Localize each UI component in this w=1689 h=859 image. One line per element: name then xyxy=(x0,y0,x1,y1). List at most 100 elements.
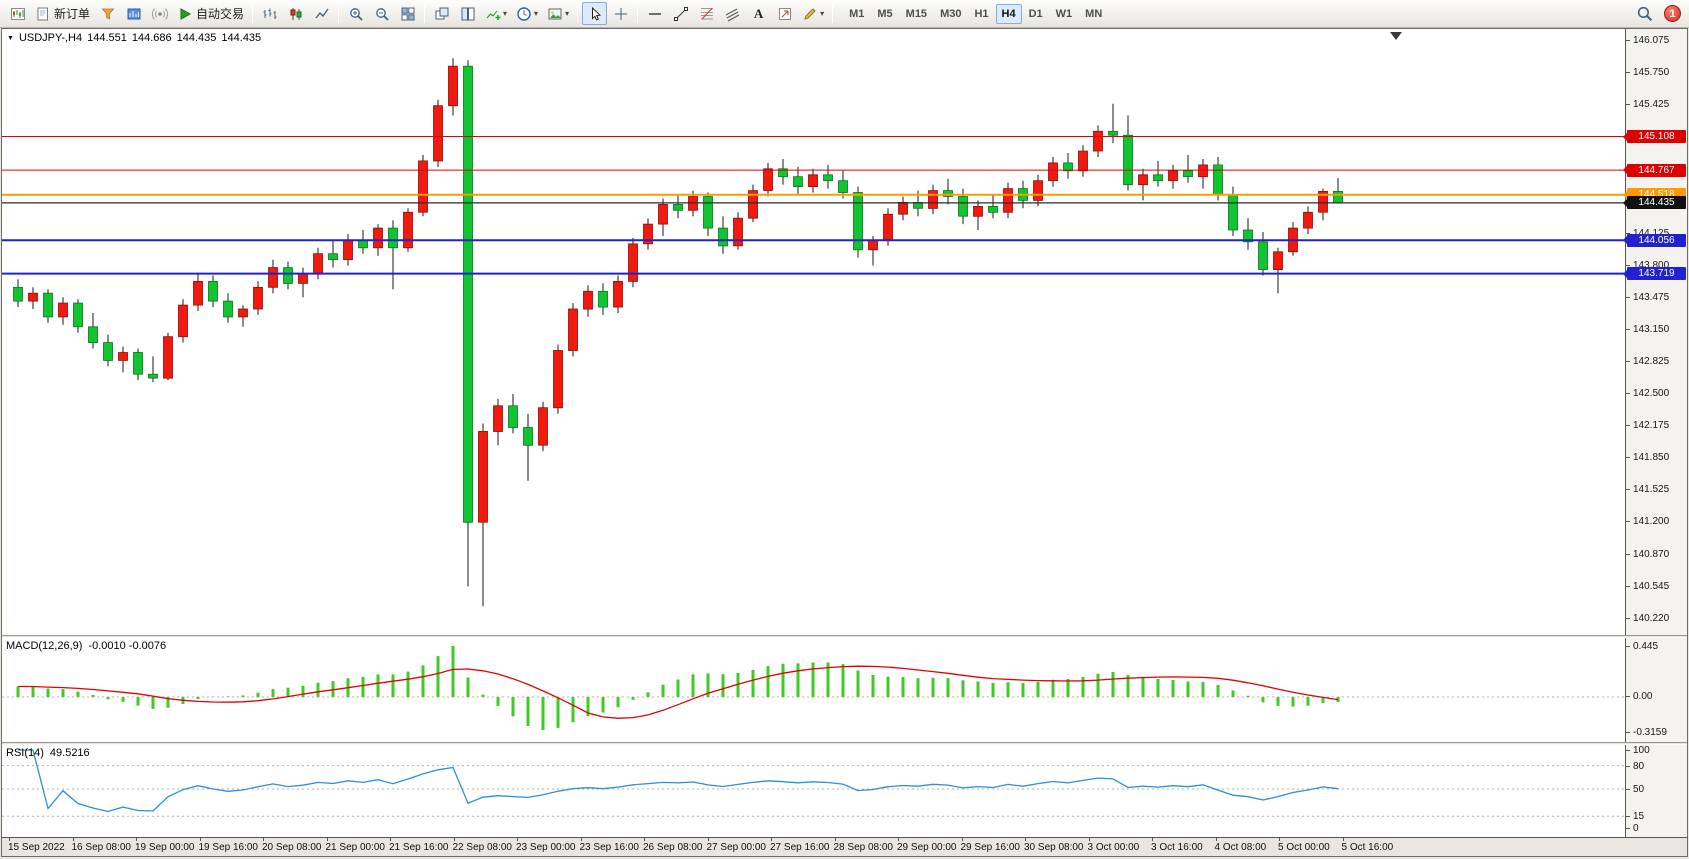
timeframe-m5[interactable]: M5 xyxy=(877,7,893,20)
time-tick xyxy=(834,838,836,841)
candle xyxy=(973,205,983,217)
zoom-out-button[interactable] xyxy=(369,2,394,25)
candle xyxy=(853,192,863,251)
trendline-tool-button[interactable] xyxy=(668,2,693,25)
zoom-in-button[interactable] xyxy=(343,2,368,25)
time-label: 20 Sep 08:00 xyxy=(262,842,322,853)
cascade-windows-button[interactable] xyxy=(429,2,454,25)
dropdown-caret-icon: ▾ xyxy=(534,8,539,18)
templates-button[interactable]: ▾ xyxy=(543,2,573,25)
price-tick: 143.150 xyxy=(1625,323,1670,335)
tile-vertical-button[interactable] xyxy=(455,2,480,25)
candle xyxy=(1033,180,1043,201)
candle xyxy=(88,326,98,343)
timeframe-w1[interactable]: W1 xyxy=(1055,7,1073,20)
panel-divider[interactable] xyxy=(2,742,1687,745)
shapes-tool-button[interactable]: ▾ xyxy=(798,2,828,25)
price-badge: 143.719 xyxy=(1623,267,1686,281)
time-label: 28 Sep 08:00 xyxy=(833,842,894,853)
candle xyxy=(283,267,293,284)
bar-chart-icon xyxy=(263,8,277,19)
candle xyxy=(1303,211,1313,229)
candle xyxy=(1123,134,1133,186)
candle xyxy=(178,304,188,338)
time-label: 26 Sep 08:00 xyxy=(643,842,703,853)
price-chart-panel[interactable]: 146.075 145.750 145.425 144.125 143.800 143.4… xyxy=(2,29,1687,635)
candle xyxy=(988,205,998,213)
candle xyxy=(388,227,398,249)
macd-axis-label: -0.3159 xyxy=(1626,727,1667,738)
time-tick xyxy=(72,838,74,841)
timeframe-m15[interactable]: M15 xyxy=(905,7,928,20)
toolbar-separator xyxy=(424,4,426,23)
candle xyxy=(793,176,803,187)
candle xyxy=(703,196,713,229)
channel-tool-button[interactable] xyxy=(720,2,745,25)
time-label: 27 Sep 16:00 xyxy=(770,842,830,853)
auto-trading-button[interactable]: 自动交易 xyxy=(173,2,248,25)
candlestick-chart-button[interactable] xyxy=(283,2,308,25)
candle xyxy=(1333,190,1343,204)
profiles-button[interactable] xyxy=(121,2,146,25)
crosshair-tool-button[interactable] xyxy=(608,2,633,25)
timeframe-d1[interactable]: D1 xyxy=(1028,7,1043,20)
price-tick: 144.125 xyxy=(1625,228,1669,239)
candle xyxy=(508,405,518,428)
arrows-tool-button[interactable] xyxy=(772,2,797,25)
macd-panel[interactable]: 0.445 0.00 -0.3159 MACD(12,26,9) -0.0010 -… xyxy=(2,638,1687,742)
rsi-panel[interactable]: 100 80 50 15 0 RSI(14) 49.5216 xyxy=(2,745,1687,837)
candle xyxy=(208,280,218,302)
candle xyxy=(718,227,728,247)
time-axis[interactable]: 15 Sep 2022 16 Sep 08:00 19 Sep 00:00 19 Se… xyxy=(2,837,1687,856)
text-tool-label: A xyxy=(753,5,764,21)
new-order-button[interactable]: 新订单 xyxy=(31,2,94,25)
candle xyxy=(403,211,413,249)
macd-label: MACD(12,26,9) -0.0010 -0.0076 xyxy=(6,640,166,652)
candle xyxy=(373,227,383,249)
line-chart-button[interactable] xyxy=(309,2,334,25)
price-axis[interactable]: 146.075 145.750 145.425 144.125 143.800 143.4… xyxy=(1623,29,1687,635)
candle xyxy=(193,280,203,306)
timeframe-mn[interactable]: MN xyxy=(1085,7,1103,20)
candle xyxy=(478,430,488,523)
toolbar-separator xyxy=(637,4,639,23)
timeframe-m30[interactable]: M30 xyxy=(940,7,962,20)
collapse-trade-panel-icon[interactable]: ▼ xyxy=(7,34,14,42)
fibonacci-tool-button[interactable] xyxy=(694,2,719,25)
bar-chart-button[interactable] xyxy=(257,2,282,25)
toolbar-separator xyxy=(252,4,254,23)
notification-badge[interactable]: 1 xyxy=(1664,5,1681,22)
signals-button[interactable] xyxy=(147,2,172,25)
add-indicator-button[interactable]: ▾ xyxy=(481,2,511,25)
new-chart-button[interactable] xyxy=(5,2,30,25)
price-badge: 144.767 xyxy=(1623,163,1686,177)
time-tick xyxy=(1088,838,1090,841)
tile-windows-button[interactable] xyxy=(395,2,420,25)
search-button[interactable] xyxy=(1632,2,1657,25)
timeframe-h4[interactable]: H4 xyxy=(995,3,1022,24)
time-label: 15 Sep 2022 xyxy=(8,842,65,853)
timeframe-m1[interactable]: M1 xyxy=(849,7,865,20)
candle xyxy=(418,160,428,213)
time-tick xyxy=(453,838,455,841)
rsi-axis-label: 80 xyxy=(1625,760,1645,772)
time-label: 29 Sep 16:00 xyxy=(960,842,1021,853)
price-tick: 145.425 xyxy=(1625,99,1670,111)
chart-shift-marker[interactable] xyxy=(1390,32,1402,40)
candle xyxy=(1048,162,1058,182)
market-watch-button[interactable] xyxy=(95,2,120,25)
time-label: 30 Sep 08:00 xyxy=(1024,842,1084,853)
candle xyxy=(613,280,623,308)
candle xyxy=(1003,188,1013,213)
periods-button[interactable]: ▾ xyxy=(512,2,542,25)
candle xyxy=(268,267,278,288)
price-tick: 141.850 xyxy=(1625,452,1670,464)
text-label-tool-button[interactable]: A xyxy=(746,2,771,25)
cursor-tool-button[interactable] xyxy=(582,2,608,25)
price-tick: 145.750 xyxy=(1625,67,1670,79)
time-tick xyxy=(199,838,201,841)
rsi-label: RSI(14) 49.5216 xyxy=(6,747,90,759)
horizontal-line-tool-button[interactable] xyxy=(642,2,667,25)
panel-divider[interactable] xyxy=(2,635,1687,638)
timeframe-h1[interactable]: H1 xyxy=(974,7,989,20)
